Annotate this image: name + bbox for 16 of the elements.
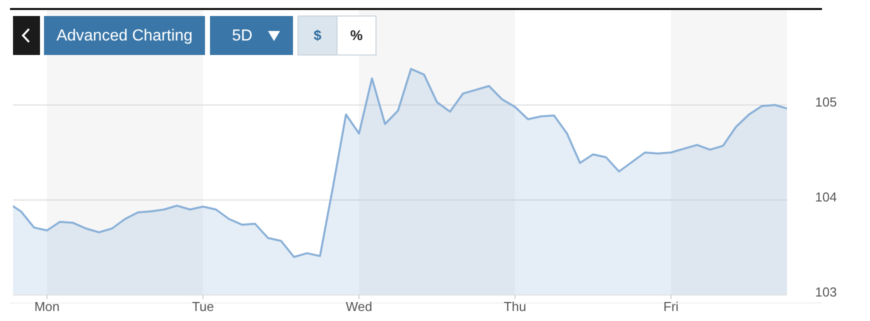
annotation: % xyxy=(350,27,364,44)
annotation: Advanced Charting xyxy=(56,28,193,45)
y-tick-label: 104 xyxy=(815,189,837,204)
button: 5D xyxy=(210,16,293,55)
annotation: 5D xyxy=(232,28,252,45)
button: $ xyxy=(298,16,338,56)
x-tick-label: Mon xyxy=(34,299,60,314)
y-tick-label: 105 xyxy=(815,94,837,110)
x-tick-label: Thu xyxy=(504,299,526,314)
annotation: $ xyxy=(314,27,322,44)
x-tick-label: Fri xyxy=(663,299,679,314)
button: % xyxy=(336,16,376,56)
button: Advanced Charting xyxy=(44,16,205,55)
x-tick-label: Wed xyxy=(346,299,372,314)
x-tick-label: Tue xyxy=(192,299,214,314)
y-tick-label: 103 xyxy=(815,284,837,300)
